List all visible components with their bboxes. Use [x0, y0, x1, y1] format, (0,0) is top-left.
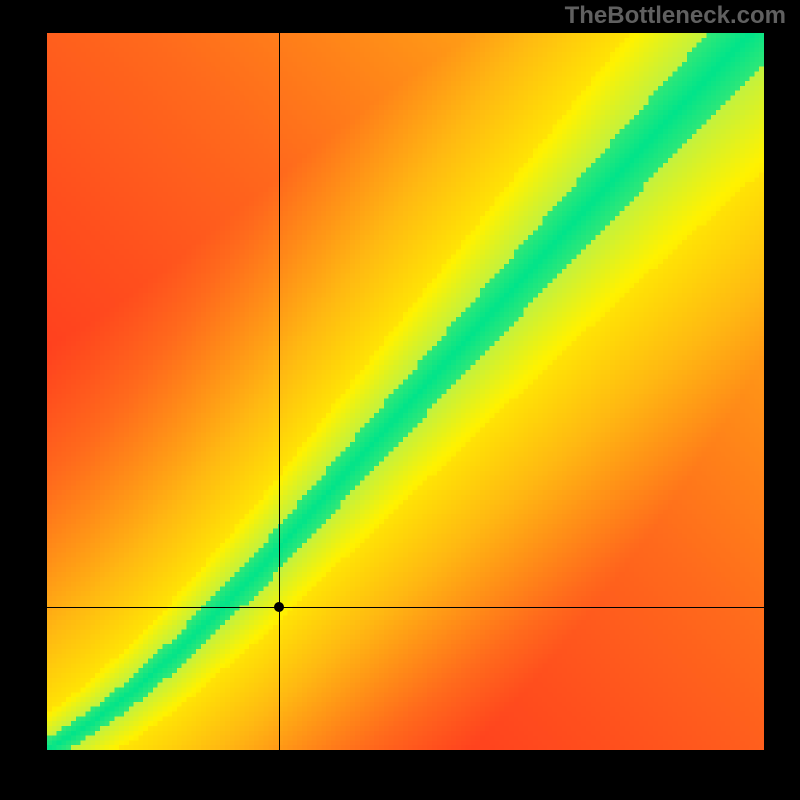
watermark-text: TheBottleneck.com: [565, 2, 786, 30]
crosshair-vertical: [279, 33, 280, 750]
crosshair-marker-point: [274, 602, 284, 612]
crosshair-horizontal: [47, 607, 764, 608]
heatmap-canvas: [47, 33, 764, 750]
heatmap-plot: [47, 33, 764, 750]
